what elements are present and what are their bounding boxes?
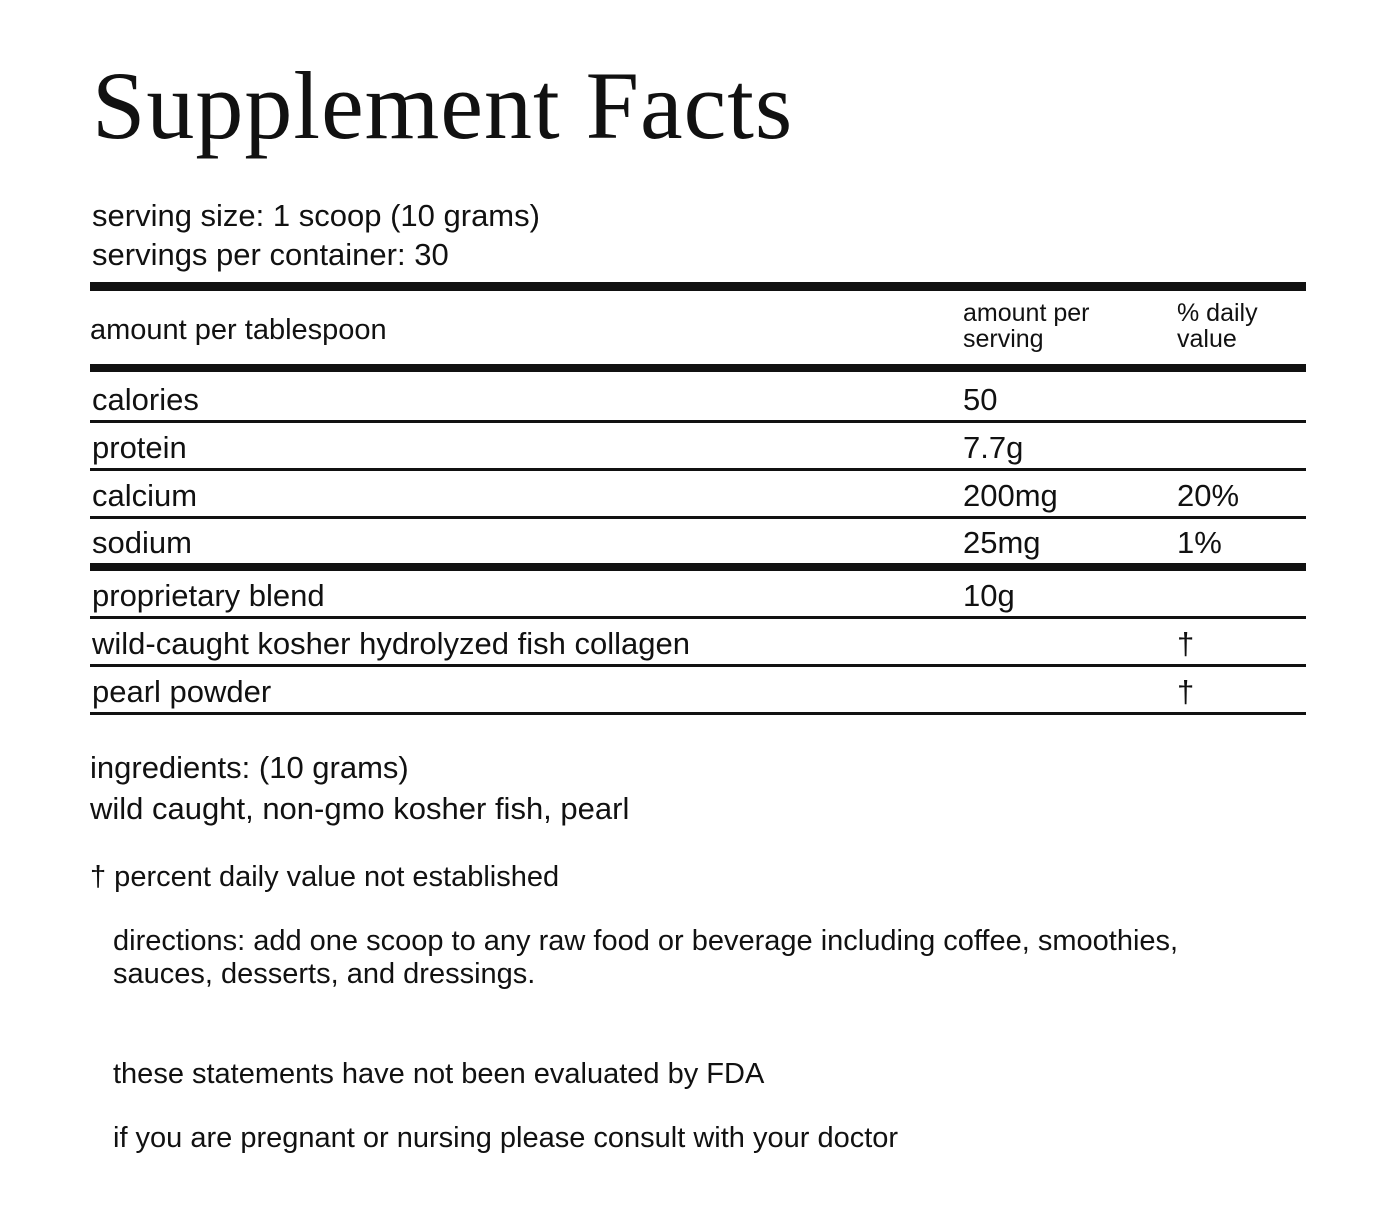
table-row: protein 7.7g <box>90 423 1306 471</box>
header-line: serving <box>963 325 1044 353</box>
table-row: proprietary blend 10g <box>90 571 1306 619</box>
row-amount: 10g <box>963 578 1015 613</box>
header-line: % daily <box>1177 299 1258 327</box>
directions: directions: add one scoop to any raw foo… <box>113 925 1179 990</box>
row-amount: 50 <box>963 382 998 417</box>
table-row: calories 50 <box>90 375 1306 423</box>
table-row: pearl powder † <box>90 667 1306 715</box>
header-dv: % daily value <box>1177 300 1258 352</box>
row-name: sodium <box>92 525 192 560</box>
title: Supplement Facts <box>92 52 794 159</box>
table-row: wild-caught kosher hydrolyzed fish colla… <box>90 619 1306 667</box>
disclaimer: these statements have not been evaluated… <box>113 1058 765 1090</box>
warning: if you are pregnant or nursing please co… <box>113 1122 899 1154</box>
footnote: † percent daily value not established <box>90 861 560 893</box>
thick-rule <box>90 282 1306 291</box>
row-name: pearl powder <box>92 674 272 709</box>
row-amount: 7.7g <box>963 430 1024 465</box>
header-line: value <box>1177 325 1237 353</box>
row-name: proprietary blend <box>92 578 325 613</box>
row-daily-value: 20% <box>1177 478 1240 513</box>
row-daily-value: 1% <box>1177 525 1222 560</box>
row-daily-value: † <box>1177 674 1195 709</box>
serving-size: serving size: 1 scoop (10 grams) <box>92 198 540 233</box>
row-amount: 25mg <box>963 525 1041 560</box>
header-line: amount per <box>963 299 1090 327</box>
table-row: calcium 200mg 20% <box>90 471 1306 519</box>
row-name: calcium <box>92 478 198 513</box>
thick-rule <box>90 364 1306 372</box>
header-name: amount per tablespoon <box>90 314 387 346</box>
ingredients-line: wild caught, non-gmo kosher fish, pearl <box>90 791 630 826</box>
header-amount: amount per serving <box>963 300 1089 352</box>
ingredients-line: ingredients: (10 grams) <box>90 750 409 785</box>
row-daily-value: † <box>1177 626 1195 661</box>
row-amount: 200mg <box>963 478 1058 513</box>
row-name: wild-caught kosher hydrolyzed fish colla… <box>92 626 690 661</box>
servings-per-container: servings per container: 30 <box>92 237 449 272</box>
row-name: calories <box>92 382 199 417</box>
facts-table: calories 50 protein 7.7g calcium 200mg 20% sodi… <box>90 375 1306 715</box>
table-row: sodium 25mg 1% <box>90 519 1306 571</box>
row-name: protein <box>92 430 187 465</box>
